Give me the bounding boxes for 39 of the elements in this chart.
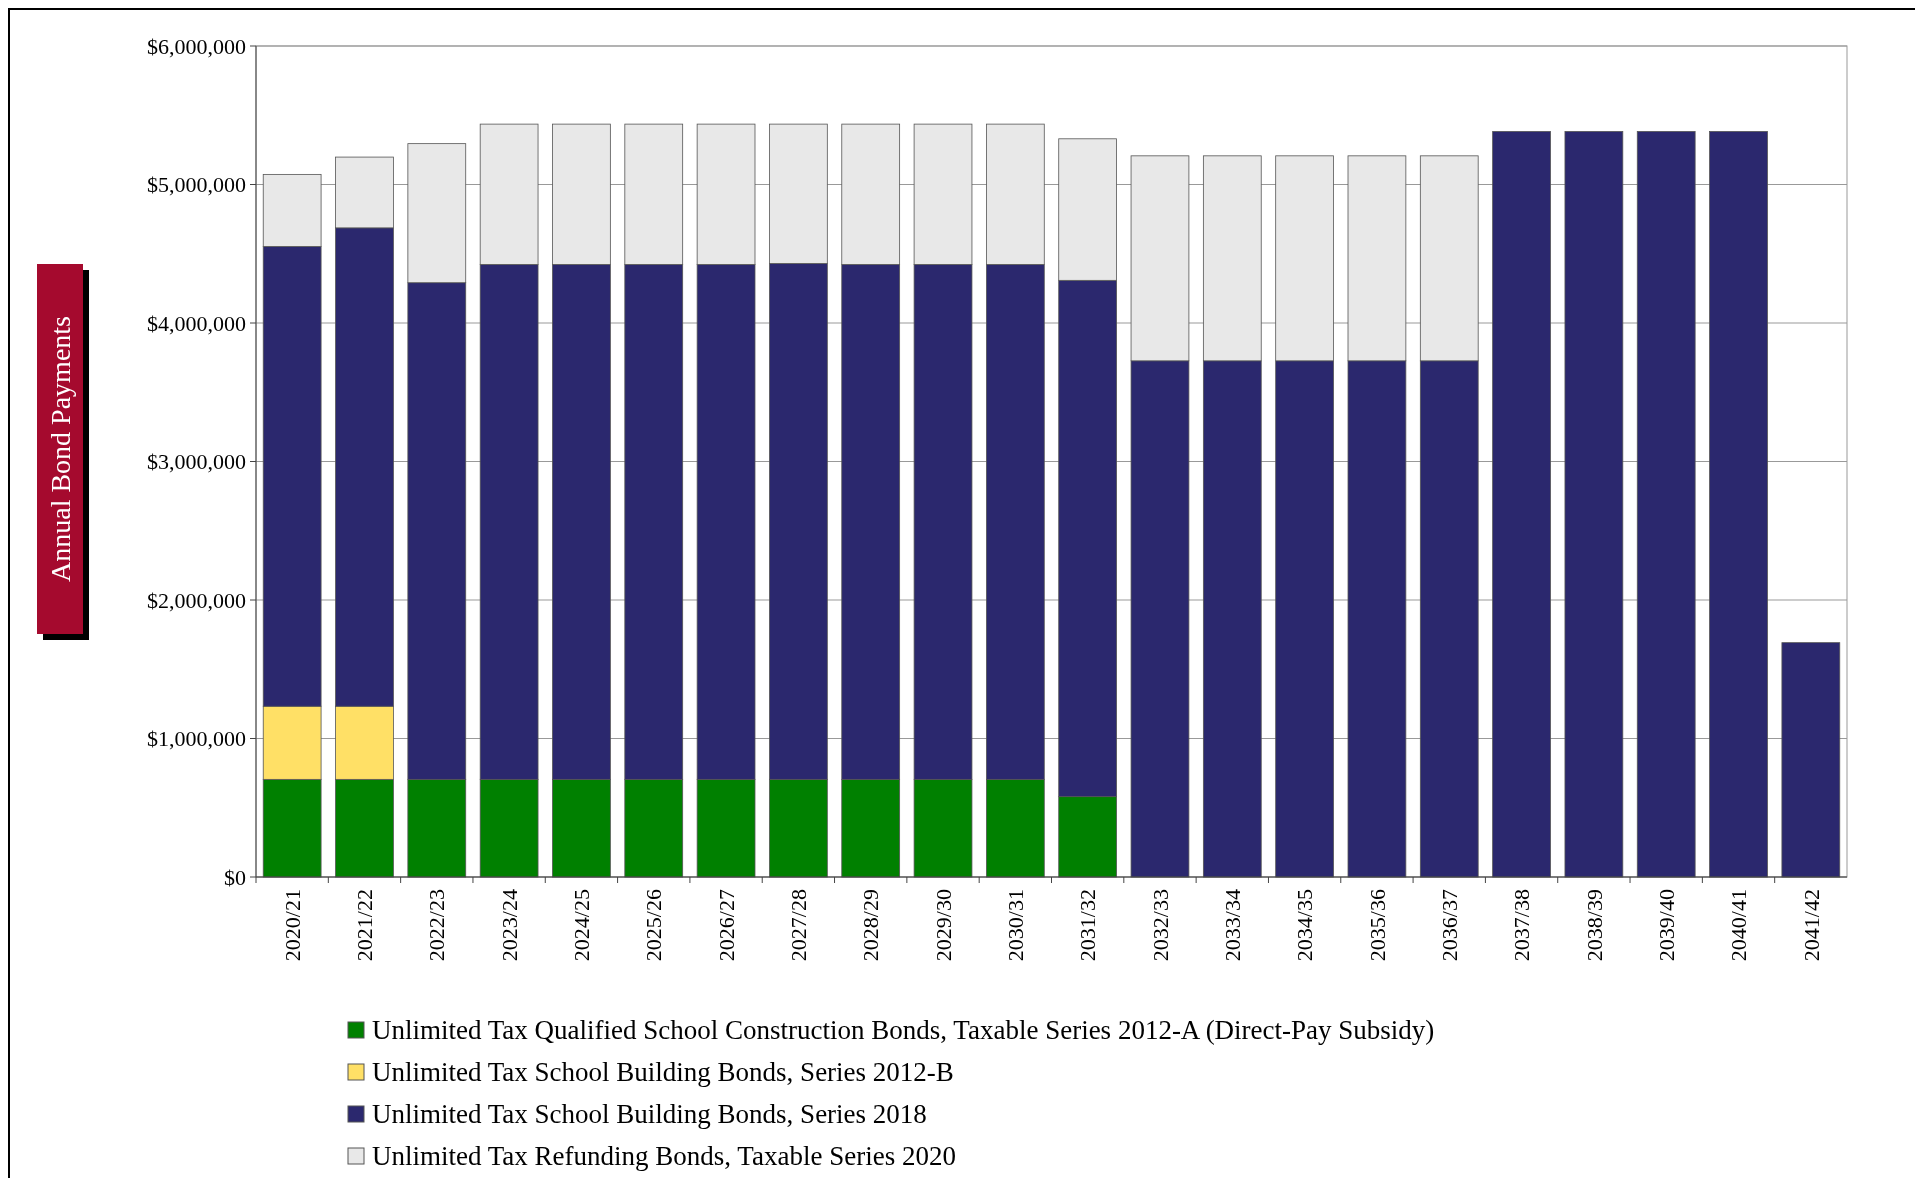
legend-label: Unlimited Tax Qualified School Construction Bonds, Taxable Series 2012-A (Direct-Pay Subsidy) bbox=[372, 1015, 1435, 1046]
x-tick-label: 2039/40 bbox=[1653, 889, 1679, 962]
bar bbox=[1709, 131, 1768, 878]
bar bbox=[1781, 642, 1841, 878]
legend-label: Unlimited Tax School Building Bonds, Series 2018 bbox=[372, 1099, 927, 1130]
y-tick-label: $5,000,000 bbox=[147, 172, 246, 198]
x-tick-label: 2035/36 bbox=[1364, 889, 1390, 962]
x-tick-label: 2020/21 bbox=[279, 889, 305, 962]
x-tick-label: 2041/42 bbox=[1798, 889, 1824, 962]
x-tick-label: 2027/28 bbox=[786, 889, 812, 962]
legend-label: Unlimited Tax School Building Bonds, Series 2012-B bbox=[372, 1057, 954, 1088]
bar bbox=[1636, 131, 1696, 878]
x-tick-label: 2023/24 bbox=[496, 889, 522, 962]
x-tick-label: 2038/39 bbox=[1581, 889, 1607, 962]
bar bbox=[1492, 131, 1551, 878]
x-tick-label: 2040/41 bbox=[1726, 889, 1752, 962]
x-tick-label: 2022/23 bbox=[424, 889, 450, 962]
x-tick-label: 2026/27 bbox=[713, 889, 739, 962]
y-tick-label: $6,000,000 bbox=[147, 33, 246, 59]
x-tick-label: 2028/29 bbox=[858, 889, 884, 962]
bar bbox=[1564, 131, 1624, 878]
y-axis-title: Annual Bond Payments bbox=[44, 316, 76, 582]
y-tick-label: $3,000,000 bbox=[147, 449, 246, 475]
x-tick-label: 2034/35 bbox=[1292, 889, 1318, 962]
x-tick-label: 2036/37 bbox=[1436, 889, 1462, 962]
x-tick-label: 2021/22 bbox=[352, 889, 378, 962]
x-tick-label: 2031/32 bbox=[1075, 889, 1101, 962]
x-tick-label: 2030/31 bbox=[1003, 889, 1029, 962]
y-tick-label: $2,000,000 bbox=[147, 587, 246, 613]
x-tick-label: 2029/30 bbox=[930, 889, 956, 962]
x-tick-label: 2025/26 bbox=[641, 889, 667, 962]
x-tick-label: 2033/34 bbox=[1220, 889, 1245, 962]
y-tick-label: $1,000,000 bbox=[147, 726, 246, 752]
legend-label: Unlimited Tax Refunding Bonds, Taxable Series 2020 bbox=[372, 1141, 956, 1172]
x-tick-label: 2032/33 bbox=[1147, 889, 1173, 962]
y-tick-label: $4,000,000 bbox=[147, 310, 246, 336]
y-tick-label: $0 bbox=[224, 864, 246, 890]
x-tick-label: 2037/38 bbox=[1509, 889, 1535, 962]
x-tick-label: 2024/25 bbox=[569, 889, 595, 962]
